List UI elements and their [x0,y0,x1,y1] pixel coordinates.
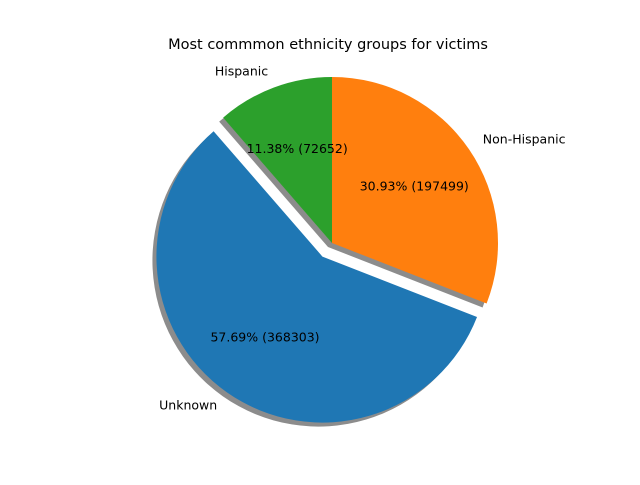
pie-slice-layer [156,77,498,423]
pct-label-non-hispanic: 30.93% (197499) [360,178,469,193]
slice-hispanic [223,77,332,243]
pct-label-hispanic: 11.38% (72652) [247,141,348,156]
slice-label-unknown: Unknown [159,397,217,412]
chart-title: Most commmon ethnicity groups for victim… [168,37,488,53]
slice-label-non-hispanic: Non-Hispanic [483,132,566,147]
slice-unknown [156,131,478,423]
slice-label-hispanic: Hispanic [215,63,268,78]
slice-non-hispanic [332,77,498,304]
pct-label-unknown: 57.69% (368303) [210,329,319,344]
pie-label-layer: Hispanic 11.38% (72652) Unknown 57.69% (368… [159,63,565,412]
